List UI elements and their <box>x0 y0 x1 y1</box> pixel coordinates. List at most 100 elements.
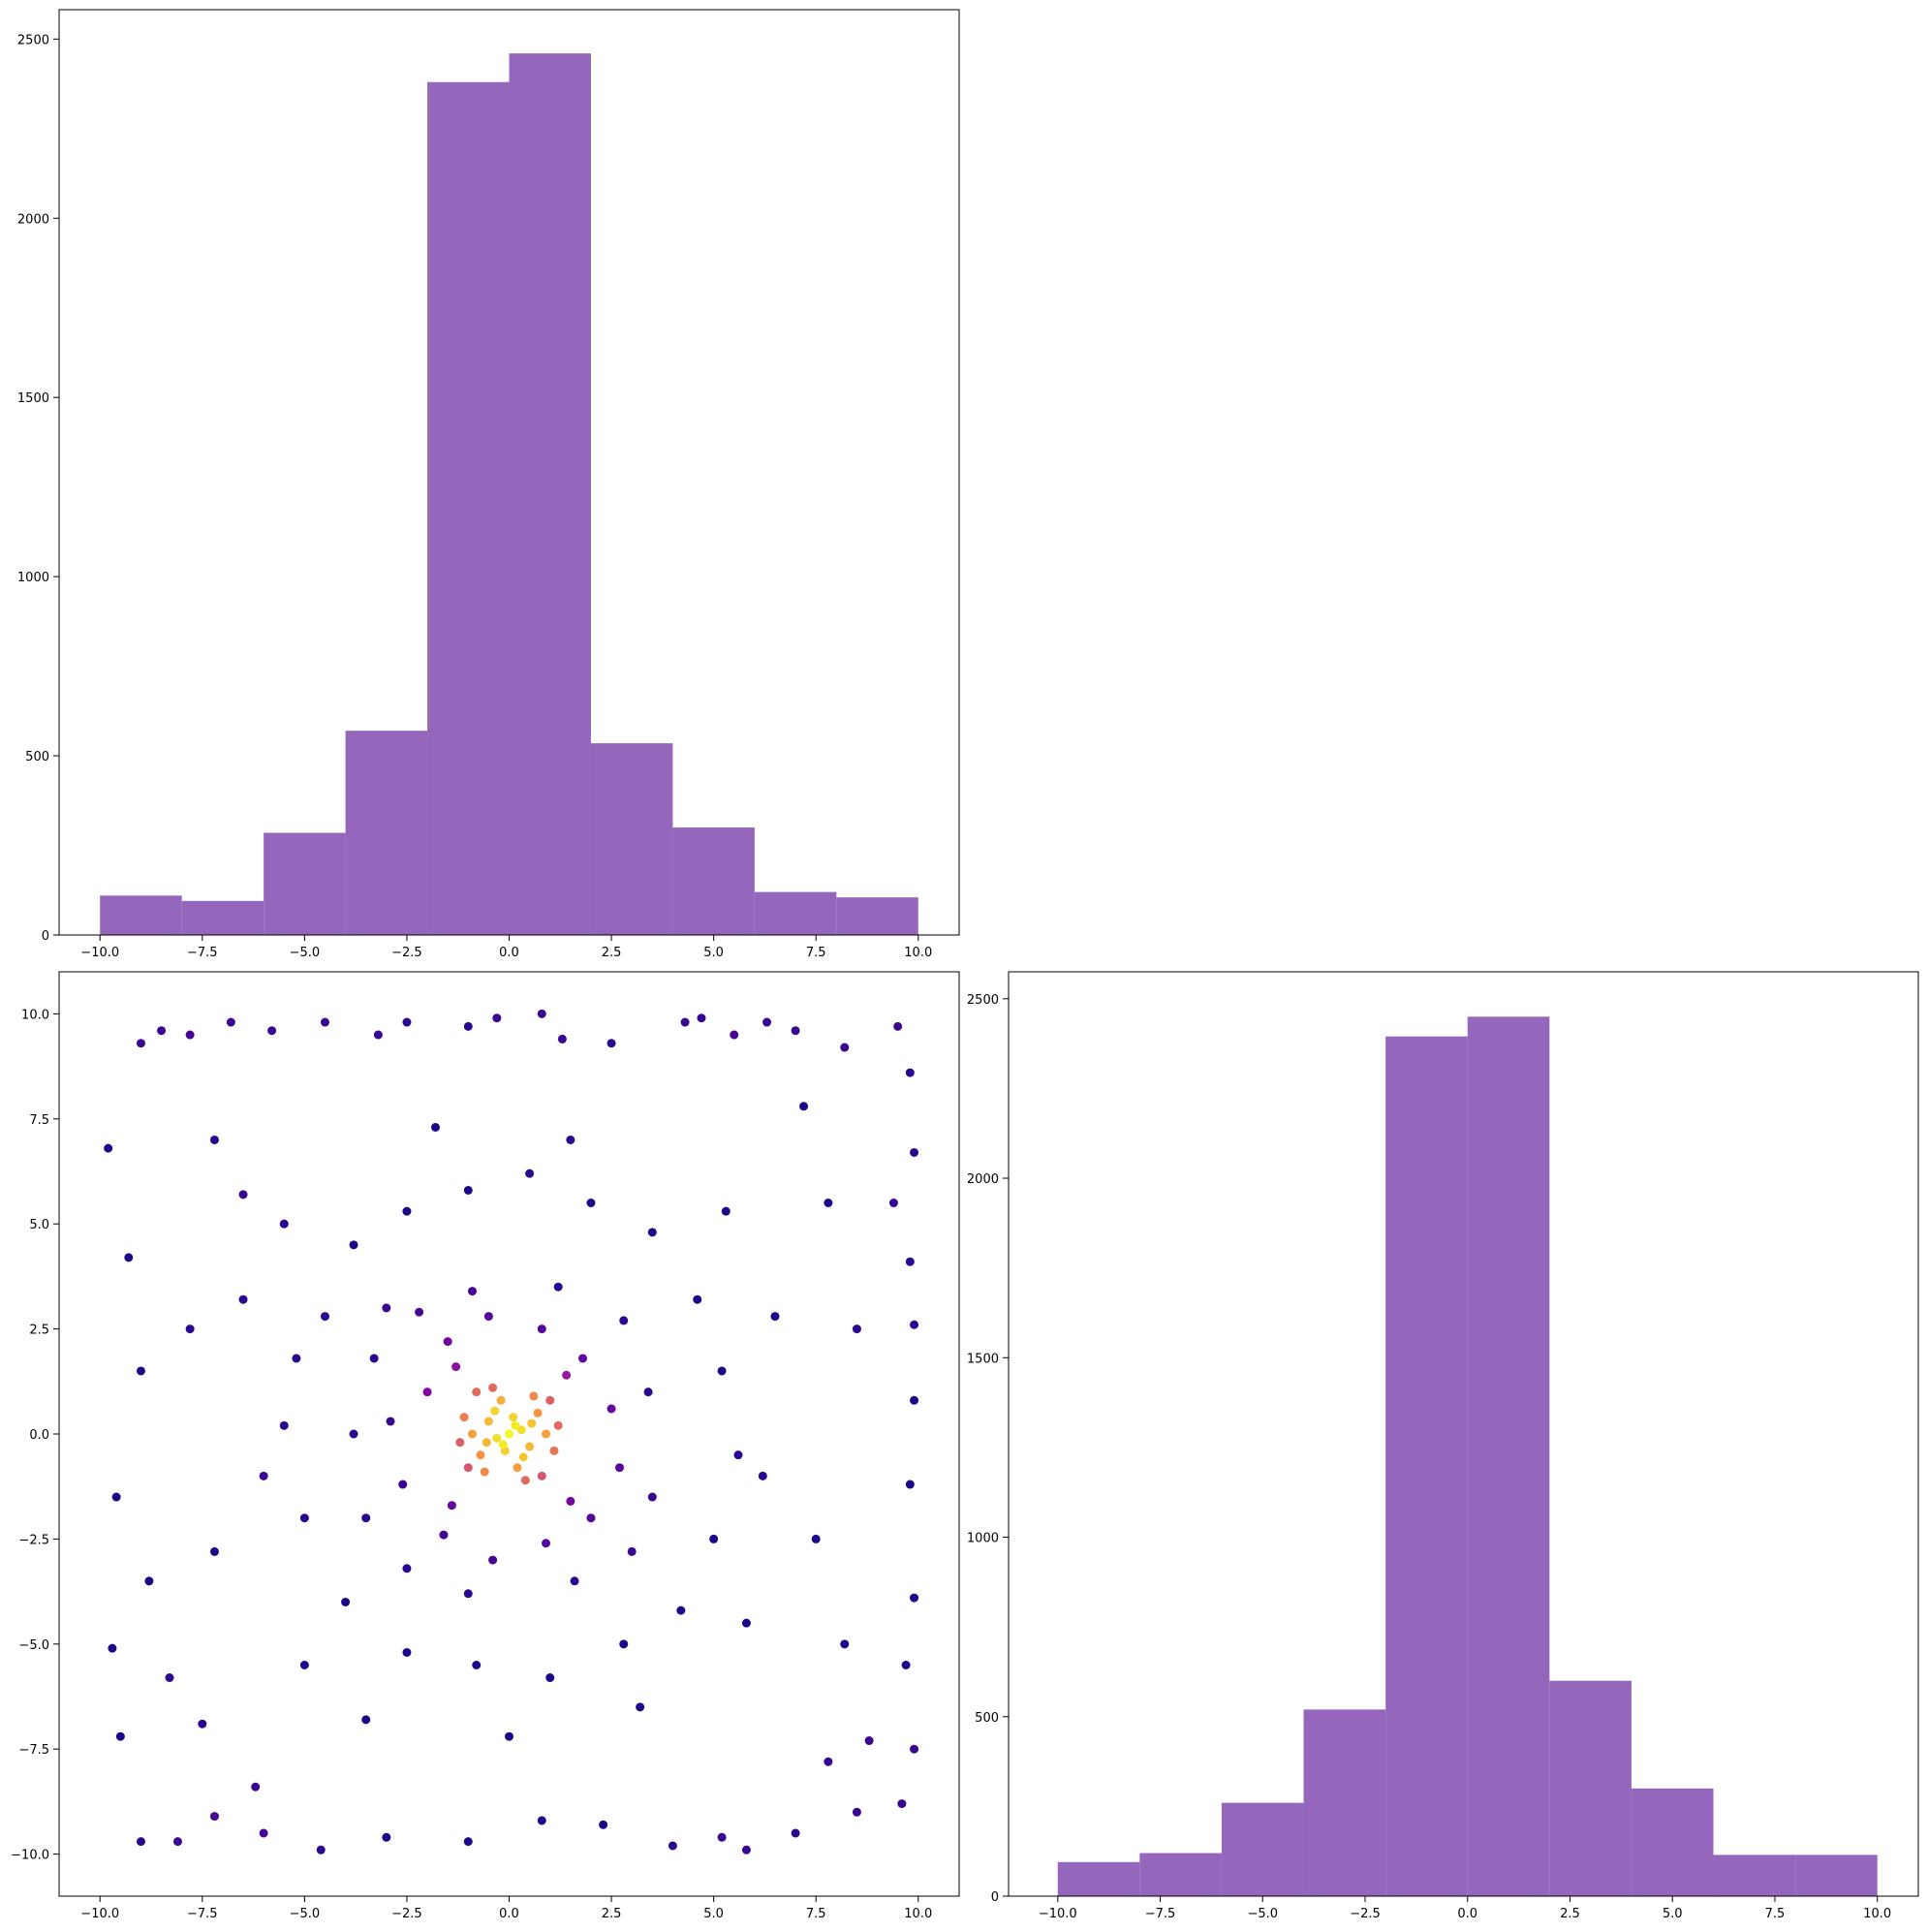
scatter-point <box>586 1199 596 1207</box>
scatter-point <box>888 1199 898 1207</box>
bar <box>836 897 918 935</box>
y-tick-label: −7.5 <box>18 1743 49 1758</box>
bar <box>1139 1853 1222 1896</box>
scatter-point <box>398 1480 408 1489</box>
scatter-point <box>488 1383 498 1392</box>
scatter-point <box>542 1539 551 1548</box>
scatter-point <box>537 1009 546 1018</box>
scatter-point <box>910 1744 919 1754</box>
x-tick-label: 10.0 <box>904 946 932 960</box>
x-tick-label: −7.5 <box>187 946 218 960</box>
y-tick-label: 7.5 <box>29 1113 49 1128</box>
scatter-point <box>115 1731 125 1741</box>
scatter-point <box>157 1026 167 1036</box>
scatter-point <box>525 1442 535 1451</box>
scatter-point <box>463 1589 473 1599</box>
y-tick-label: 0 <box>42 929 49 944</box>
y-tick-label: −2.5 <box>18 1533 49 1547</box>
scatter-point <box>172 1837 182 1847</box>
scatter-point <box>537 1471 546 1480</box>
scatter-point <box>509 1413 518 1422</box>
scatter-point <box>361 1715 371 1725</box>
scatter-point <box>238 1294 248 1304</box>
scatter-point <box>226 1017 235 1027</box>
scatter-point <box>741 1618 751 1628</box>
scatter-point <box>369 1354 379 1363</box>
scatter-point <box>730 1030 739 1040</box>
scatter-point <box>463 1185 473 1195</box>
scatter-point <box>570 1576 579 1586</box>
scatter-point <box>693 1294 702 1304</box>
y-tick-label: 0 <box>991 1890 999 1905</box>
scatter-point <box>402 1564 412 1574</box>
scatter-point <box>292 1354 301 1363</box>
scatter-point <box>897 1799 907 1809</box>
scatter-point <box>472 1387 482 1397</box>
y-tick-label: 2500 <box>967 993 999 1008</box>
scatter-point <box>463 1463 473 1473</box>
scatter-point <box>136 1837 145 1847</box>
scatter-point <box>619 1316 629 1325</box>
scatter-point <box>490 1406 500 1416</box>
scatter-point <box>361 1513 371 1523</box>
scatter-point <box>209 1135 219 1144</box>
scatter-point <box>676 1605 686 1615</box>
scatter-point <box>386 1417 395 1426</box>
bar <box>754 891 837 935</box>
scatter-point <box>341 1597 351 1606</box>
scatter-point <box>492 1433 502 1443</box>
scatter-point <box>467 1287 477 1296</box>
scatter-point <box>636 1702 645 1712</box>
scatter-point <box>144 1576 154 1586</box>
scatter-point <box>496 1395 506 1405</box>
bar <box>1303 1709 1386 1896</box>
scatter-point <box>238 1190 248 1200</box>
y-tick-label: 1000 <box>967 1532 999 1546</box>
scatter-point <box>467 1429 477 1439</box>
bar <box>1467 1016 1550 1896</box>
scatter-point <box>799 1102 809 1111</box>
scatter-point <box>124 1253 134 1262</box>
scatter-point <box>463 1021 473 1031</box>
axes-frame <box>1008 971 1919 1897</box>
scatter-point <box>251 1782 261 1792</box>
scatter-point <box>492 1013 502 1023</box>
y-tick-label: 1000 <box>17 571 49 585</box>
bar <box>427 81 510 936</box>
scatter-point <box>373 1030 383 1040</box>
scatter-point <box>553 1282 563 1292</box>
bar <box>1385 1036 1468 1896</box>
scatter-point <box>402 1647 412 1657</box>
scatter-point <box>320 1312 329 1322</box>
x-tick-label: −10.0 <box>80 946 119 960</box>
bar <box>1221 1802 1304 1896</box>
scatter-point <box>537 1324 546 1334</box>
bar <box>100 895 182 935</box>
scatter-point <box>511 1420 520 1430</box>
scatter-point <box>259 1471 268 1480</box>
y-tick-label: 10.0 <box>21 1008 49 1022</box>
x-tick-label: 5.0 <box>1663 1907 1683 1921</box>
scatter-point <box>721 1206 731 1216</box>
scatter-point <box>647 1492 657 1502</box>
scatter-point <box>185 1324 195 1334</box>
scatter-point <box>480 1467 489 1477</box>
scatter-point <box>415 1307 424 1317</box>
scatter-point <box>209 1812 219 1822</box>
scatter-point <box>668 1841 677 1851</box>
x-tick-label: −2.5 <box>391 1907 422 1921</box>
bar <box>672 827 755 935</box>
scatter-point <box>198 1719 207 1729</box>
bar <box>590 743 673 935</box>
scatter-point <box>402 1017 412 1027</box>
scatter-point <box>439 1530 449 1540</box>
bar <box>181 900 264 935</box>
scatter-point <box>770 1312 780 1322</box>
scatter-point <box>422 1387 432 1397</box>
scatter-point <box>910 1593 919 1603</box>
y-tick-label: 2000 <box>967 1172 999 1187</box>
bar <box>1057 1861 1140 1896</box>
scatter-point <box>586 1513 596 1523</box>
scatter-point <box>267 1026 277 1036</box>
